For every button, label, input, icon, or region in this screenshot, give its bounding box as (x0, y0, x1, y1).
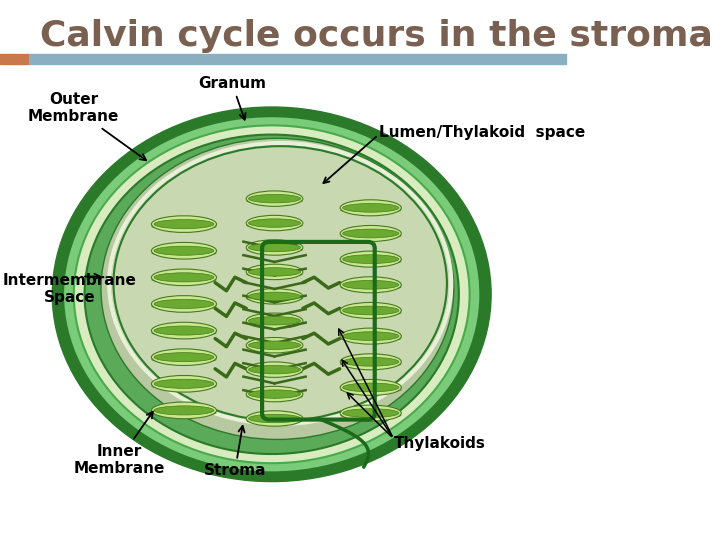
Ellipse shape (246, 271, 303, 278)
Ellipse shape (341, 380, 401, 395)
Ellipse shape (151, 402, 217, 418)
Ellipse shape (151, 329, 217, 337)
Ellipse shape (248, 219, 300, 227)
Ellipse shape (74, 125, 469, 463)
Ellipse shape (341, 232, 401, 239)
Ellipse shape (246, 198, 303, 205)
Ellipse shape (154, 220, 214, 228)
Ellipse shape (341, 200, 401, 216)
Ellipse shape (341, 354, 401, 370)
Ellipse shape (248, 194, 300, 203)
Ellipse shape (246, 417, 303, 424)
Ellipse shape (151, 349, 217, 366)
Ellipse shape (84, 134, 459, 454)
Ellipse shape (154, 353, 214, 362)
Ellipse shape (246, 320, 303, 327)
Ellipse shape (151, 302, 217, 310)
Ellipse shape (246, 411, 303, 426)
Ellipse shape (343, 229, 399, 238)
Ellipse shape (246, 313, 303, 328)
Ellipse shape (246, 368, 303, 375)
Ellipse shape (341, 226, 401, 241)
Ellipse shape (248, 414, 300, 423)
Ellipse shape (341, 277, 401, 293)
Ellipse shape (248, 341, 300, 349)
Ellipse shape (343, 204, 399, 212)
Ellipse shape (151, 322, 217, 339)
Ellipse shape (151, 382, 217, 390)
Ellipse shape (341, 386, 401, 394)
Ellipse shape (151, 356, 217, 363)
Ellipse shape (246, 393, 303, 400)
Ellipse shape (101, 138, 454, 440)
Ellipse shape (341, 328, 401, 344)
Text: Lumen/Thylakoid  space: Lumen/Thylakoid space (379, 125, 585, 140)
Ellipse shape (151, 223, 217, 231)
Ellipse shape (151, 269, 217, 286)
Ellipse shape (341, 361, 401, 368)
Ellipse shape (63, 116, 480, 472)
Ellipse shape (246, 240, 303, 255)
Text: Thylakoids: Thylakoids (393, 436, 485, 451)
Ellipse shape (341, 335, 401, 342)
Ellipse shape (248, 292, 300, 301)
Ellipse shape (343, 255, 399, 264)
Ellipse shape (248, 268, 300, 276)
Ellipse shape (246, 215, 303, 231)
Ellipse shape (343, 332, 399, 341)
Text: Inner
Membrane: Inner Membrane (73, 411, 165, 476)
Ellipse shape (151, 216, 217, 232)
Ellipse shape (53, 107, 491, 482)
Ellipse shape (248, 390, 300, 399)
Ellipse shape (154, 299, 214, 308)
Ellipse shape (341, 258, 401, 265)
Ellipse shape (246, 246, 303, 253)
Ellipse shape (246, 191, 303, 206)
Ellipse shape (341, 309, 401, 316)
Ellipse shape (246, 344, 303, 351)
Text: Stroma: Stroma (204, 426, 266, 478)
Ellipse shape (154, 406, 214, 415)
Ellipse shape (341, 412, 401, 419)
Text: Outer
Membrane: Outer Membrane (28, 92, 146, 160)
Ellipse shape (248, 366, 300, 374)
Ellipse shape (246, 386, 303, 402)
Ellipse shape (154, 246, 214, 255)
Ellipse shape (246, 338, 303, 353)
Ellipse shape (341, 251, 401, 267)
Ellipse shape (151, 409, 217, 416)
Text: Intermembrane
Space: Intermembrane Space (3, 273, 137, 305)
Ellipse shape (154, 273, 214, 282)
Ellipse shape (343, 383, 399, 392)
Ellipse shape (343, 409, 399, 417)
Ellipse shape (246, 222, 303, 229)
Ellipse shape (246, 362, 303, 377)
Ellipse shape (343, 306, 399, 315)
Ellipse shape (341, 284, 401, 291)
Ellipse shape (341, 302, 401, 319)
Ellipse shape (341, 405, 401, 421)
Ellipse shape (246, 295, 303, 302)
Ellipse shape (154, 326, 214, 335)
Ellipse shape (151, 276, 217, 284)
Ellipse shape (151, 375, 217, 392)
Text: Calvin cycle occurs in the stroma: Calvin cycle occurs in the stroma (40, 19, 713, 53)
Ellipse shape (151, 249, 217, 257)
Text: Granum: Granum (198, 76, 266, 120)
Bar (0, 54, 30, 64)
Ellipse shape (154, 379, 214, 388)
Ellipse shape (246, 288, 303, 304)
Ellipse shape (248, 316, 300, 325)
Ellipse shape (246, 264, 303, 280)
Ellipse shape (151, 242, 217, 259)
Ellipse shape (343, 357, 399, 366)
Ellipse shape (151, 295, 217, 312)
Ellipse shape (110, 144, 450, 423)
Ellipse shape (341, 206, 401, 214)
Ellipse shape (248, 244, 300, 252)
Bar (30, 54, 566, 64)
Ellipse shape (343, 280, 399, 289)
